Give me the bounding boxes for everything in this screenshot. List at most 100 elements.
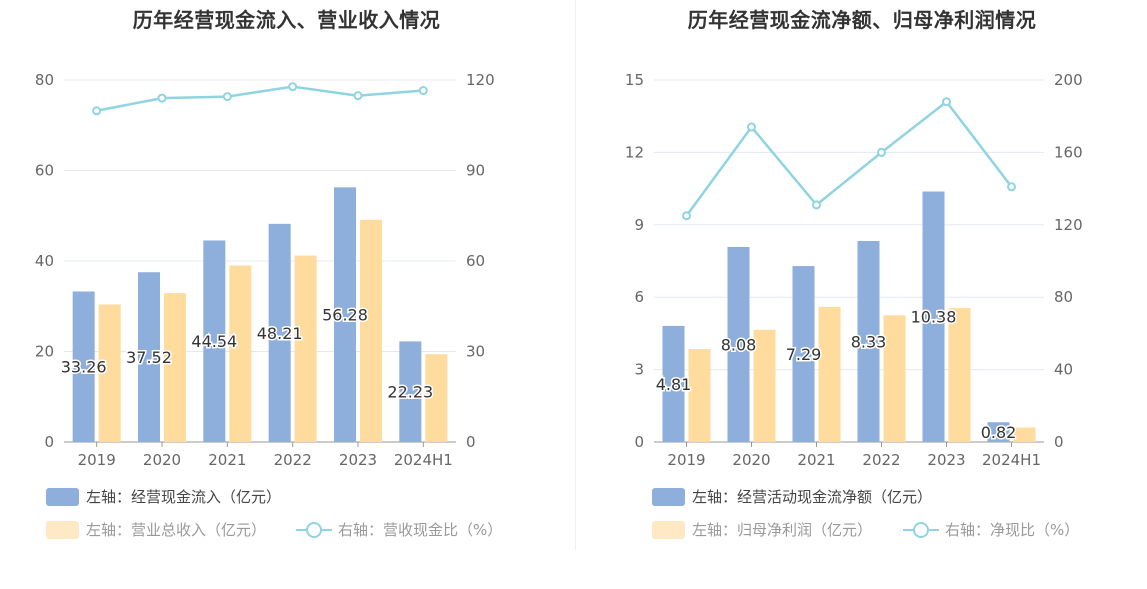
left-axis-tick-label: 12 <box>625 143 644 161</box>
left-axis-tick-label: 60 <box>35 162 54 180</box>
x-axis-tick-label: 2021 <box>797 451 835 469</box>
bar-2022-primary <box>857 240 880 442</box>
right-axis-tick-label: 120 <box>1054 216 1083 234</box>
line-point-2020 <box>747 122 756 132</box>
left-axis-tick-label: 9 <box>634 216 644 234</box>
x-axis-tick-label: 2022 <box>274 451 312 469</box>
x-axis-tick-label: 2023 <box>339 451 377 469</box>
bar-2021-primary <box>203 240 226 442</box>
bar-2019-primary <box>72 291 95 442</box>
legend-line-marker-icon <box>903 521 939 539</box>
legend-item-series-3[interactable]: 右轴：净现比（%） <box>903 519 1079 540</box>
legend-label: 右轴：净现比（%） <box>945 521 1080 539</box>
line-point-2019 <box>682 211 691 221</box>
data-label-2021: 44.54 <box>191 332 237 351</box>
data-label-2022: 8.33 <box>851 332 887 351</box>
right-axis-tick-label: 60 <box>466 252 485 270</box>
legend-label: 左轴：归母净利润（亿元） <box>692 521 873 539</box>
data-label-2023: 56.28 <box>322 306 368 325</box>
bar-2023-primary <box>922 191 945 442</box>
legend-item-series-3[interactable]: 右轴：营收现金比（%） <box>296 519 502 540</box>
right-axis-tick-label: 80 <box>1054 288 1073 306</box>
line-series <box>685 99 1013 217</box>
line-point-2024H1 <box>1007 182 1016 192</box>
bar-2023-secondary <box>948 308 971 442</box>
chart-panel-netcash-profit: 历年经营现金流净额、归母净利润情况 0 3 6 9 12 15 0 40 80 120 160 200… <box>577 0 1147 589</box>
data-label-2020: 8.08 <box>721 336 757 355</box>
x-axis-tick-label: 2020 <box>732 451 770 469</box>
line-point-2023 <box>353 91 363 101</box>
bar-2020-primary <box>138 272 160 442</box>
bar-2020-secondary <box>753 329 776 442</box>
x-axis-tick-label: 2020 <box>143 451 181 469</box>
x-axis-tick-label: 2022 <box>862 451 900 469</box>
data-label-2019: 33.26 <box>61 358 107 377</box>
left-axis-tick-label: 15 <box>625 71 644 89</box>
chart-panel-cashflow-revenue: 历年经营现金流入、营业收入情况 0 20 40 60 80 0 30 60 90 120 2019 3… <box>0 0 573 589</box>
left-axis-tick-label: 40 <box>35 252 54 270</box>
line-point-2021 <box>222 92 232 102</box>
line-point-2019 <box>92 106 102 116</box>
left-axis-tick-label: 3 <box>634 361 644 379</box>
left-axis-tick-label: 6 <box>634 288 644 306</box>
bar-2024H1-secondary <box>425 354 448 442</box>
data-label-2021: 7.29 <box>786 345 822 364</box>
legend-label: 左轴：经营现金流入（亿元） <box>86 488 282 506</box>
line-point-2021 <box>812 200 821 210</box>
legend-swatch-blue <box>652 487 685 506</box>
line-point-2024H1 <box>418 86 428 96</box>
bar-2022-primary <box>268 223 291 442</box>
left-axis-tick-label: 80 <box>35 71 54 89</box>
bar-2023-primary <box>334 187 356 442</box>
x-axis-tick-label: 2019 <box>78 451 116 469</box>
legend-line-marker-icon <box>296 521 332 539</box>
bar-2022-secondary <box>294 255 317 442</box>
legend-swatch-orange <box>46 520 79 539</box>
right-axis-tick-label: 30 <box>466 343 485 361</box>
x-axis-tick-label: 2019 <box>667 451 705 469</box>
line-series <box>96 85 424 112</box>
legend-label: 左轴：营业总收入（亿元） <box>86 521 267 539</box>
bar-2024H1-secondary <box>1013 427 1036 442</box>
right-axis-tick-label: 0 <box>1054 433 1064 451</box>
chart-plot-area: 0 20 40 60 80 0 30 60 90 120 2019 33.26 2020 37.52 202… <box>35 71 495 469</box>
right-axis-tick-label: 0 <box>466 433 476 451</box>
legend-item-series-2[interactable]: 左轴：营业总收入（亿元） <box>46 519 266 540</box>
bar-2019-primary <box>662 325 685 442</box>
right-axis-tick-label: 120 <box>466 71 495 89</box>
legend-swatch-orange <box>652 520 685 539</box>
legend-item-series-1[interactable]: 左轴：经营现金流入（亿元） <box>46 486 281 507</box>
bar-2024H1-primary <box>987 422 1010 442</box>
legend-item-series-2[interactable]: 左轴：归母净利润（亿元） <box>652 519 872 540</box>
bar-2023-secondary <box>360 219 382 442</box>
chart-title: 历年经营现金流入、营业收入情况 <box>132 8 441 32</box>
right-axis-tick-label: 160 <box>1054 143 1083 161</box>
data-label-2023: 10.38 <box>911 308 957 327</box>
right-axis-tick-label: 40 <box>1054 361 1073 379</box>
bar-2019-secondary <box>688 349 711 442</box>
chart-title: 历年经营现金流净额、归母净利润情况 <box>687 8 1037 32</box>
bar-2021-secondary <box>818 306 841 442</box>
bar-2020-secondary <box>164 293 186 442</box>
line-point-2022 <box>288 82 298 92</box>
panel-divider <box>575 0 576 550</box>
right-axis-tick-label: 90 <box>466 162 485 180</box>
bar-2022-secondary <box>883 315 906 442</box>
line-point-2023 <box>942 97 951 107</box>
left-axis-tick-label: 0 <box>634 433 644 451</box>
data-label-2019: 4.81 <box>656 375 692 394</box>
legend-label: 左轴：经营活动现金流净额（亿元） <box>692 488 933 506</box>
bar-2021-primary <box>792 266 815 442</box>
data-label-2022: 48.21 <box>257 324 303 343</box>
bar-2024H1-primary <box>399 341 422 442</box>
left-axis-tick-label: 0 <box>44 433 54 451</box>
legend-item-series-1[interactable]: 左轴：经营活动现金流净额（亿元） <box>652 486 932 507</box>
left-axis-tick-label: 20 <box>35 343 54 361</box>
line-point-2020 <box>157 93 167 103</box>
data-label-2024H1: 22.23 <box>387 383 433 402</box>
right-axis-tick-label: 200 <box>1054 71 1083 89</box>
x-axis-tick-label: 2024H1 <box>982 451 1041 469</box>
data-label-2024H1: 0.82 <box>981 423 1017 442</box>
data-label-2020: 37.52 <box>126 348 172 367</box>
bar-2019-secondary <box>98 304 121 442</box>
